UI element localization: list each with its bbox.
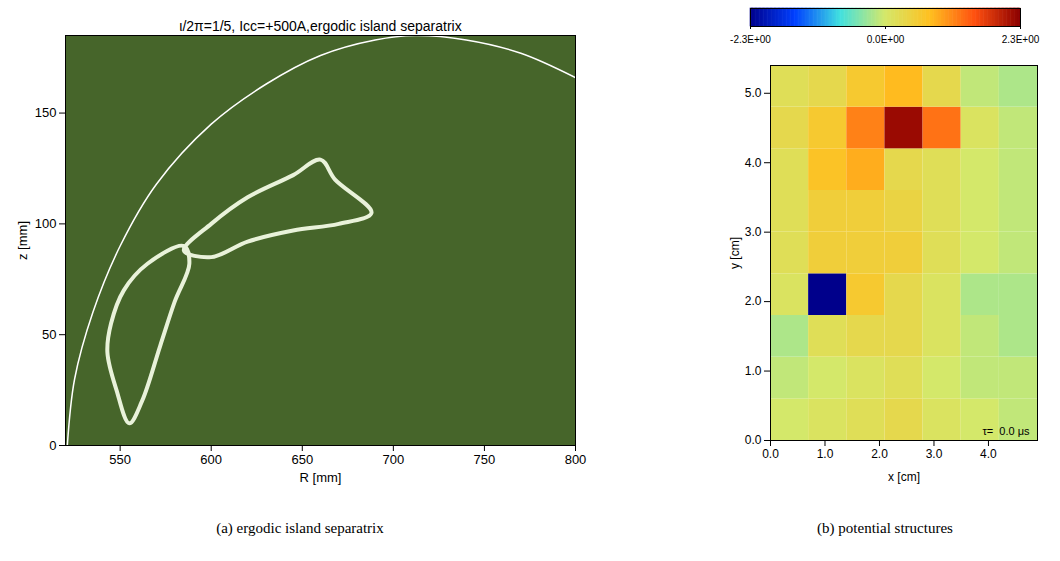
svg-text:y [cm]: y [cm]: [728, 237, 742, 269]
svg-text:2.0: 2.0: [871, 447, 888, 461]
svg-text:750: 750: [474, 452, 496, 467]
svg-text:50: 50: [42, 327, 56, 342]
svg-text:0.0: 0.0: [745, 433, 762, 447]
svg-text:ι/2π=1/5, Icc=+500A,ergodic is: ι/2π=1/5, Icc=+500A,ergodic island separ…: [179, 18, 461, 34]
svg-text:3.0: 3.0: [926, 447, 943, 461]
svg-text:4.0: 4.0: [980, 447, 997, 461]
svg-text:1.0: 1.0: [817, 447, 834, 461]
html-text:(b) potential structures: (b) potential structures: [817, 520, 953, 536]
svg-text:550: 550: [109, 452, 131, 467]
svg-text:150: 150: [35, 105, 57, 120]
svg-text:0.0E+00: 0.0E+00: [867, 34, 905, 45]
svg-text:-2.3E+00: -2.3E+00: [730, 34, 771, 45]
svg-text:800: 800: [565, 452, 587, 467]
svg-text:5.0: 5.0: [745, 86, 762, 100]
svg-text:z [mm]: z [mm]: [15, 221, 30, 260]
svg-text:τ= 0.0 μs: τ= 0.0 μs: [982, 425, 1030, 437]
svg-text:0: 0: [49, 438, 56, 453]
svg-text:R [mm]: R [mm]: [300, 470, 342, 485]
svg-text:650: 650: [291, 452, 313, 467]
svg-text:100: 100: [35, 216, 57, 231]
svg-text:x [cm]: x [cm]: [888, 470, 920, 484]
svg-text:700: 700: [383, 452, 405, 467]
svg-text:4.0: 4.0: [745, 156, 762, 170]
svg-text:3.0: 3.0: [745, 225, 762, 239]
svg-text:2.0: 2.0: [745, 294, 762, 308]
svg-text:2.3E+00: 2.3E+00: [1002, 34, 1040, 45]
svg-text:0.0: 0.0: [762, 447, 779, 461]
svg-text:1.0: 1.0: [745, 364, 762, 378]
svg-text:600: 600: [200, 452, 222, 467]
html-text:(a) ergodic island separatrix: (a) ergodic island separatrix: [216, 520, 384, 536]
